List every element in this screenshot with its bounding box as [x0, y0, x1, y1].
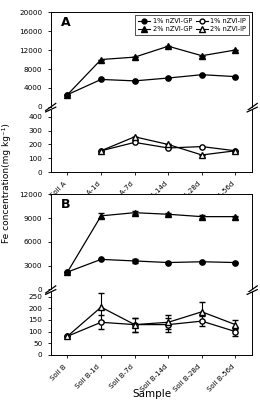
Text: A: A [61, 16, 70, 29]
Text: B: B [61, 198, 70, 211]
Legend: 1% nZVI-GP, 2% nZVI-GP, 1% nZVI-IP, 2% nZVI-IP: 1% nZVI-GP, 2% nZVI-GP, 1% nZVI-IP, 2% n… [135, 15, 249, 35]
Text: Sample: Sample [132, 389, 171, 399]
Text: Fe concentration(mg kg⁻¹): Fe concentration(mg kg⁻¹) [2, 124, 11, 243]
